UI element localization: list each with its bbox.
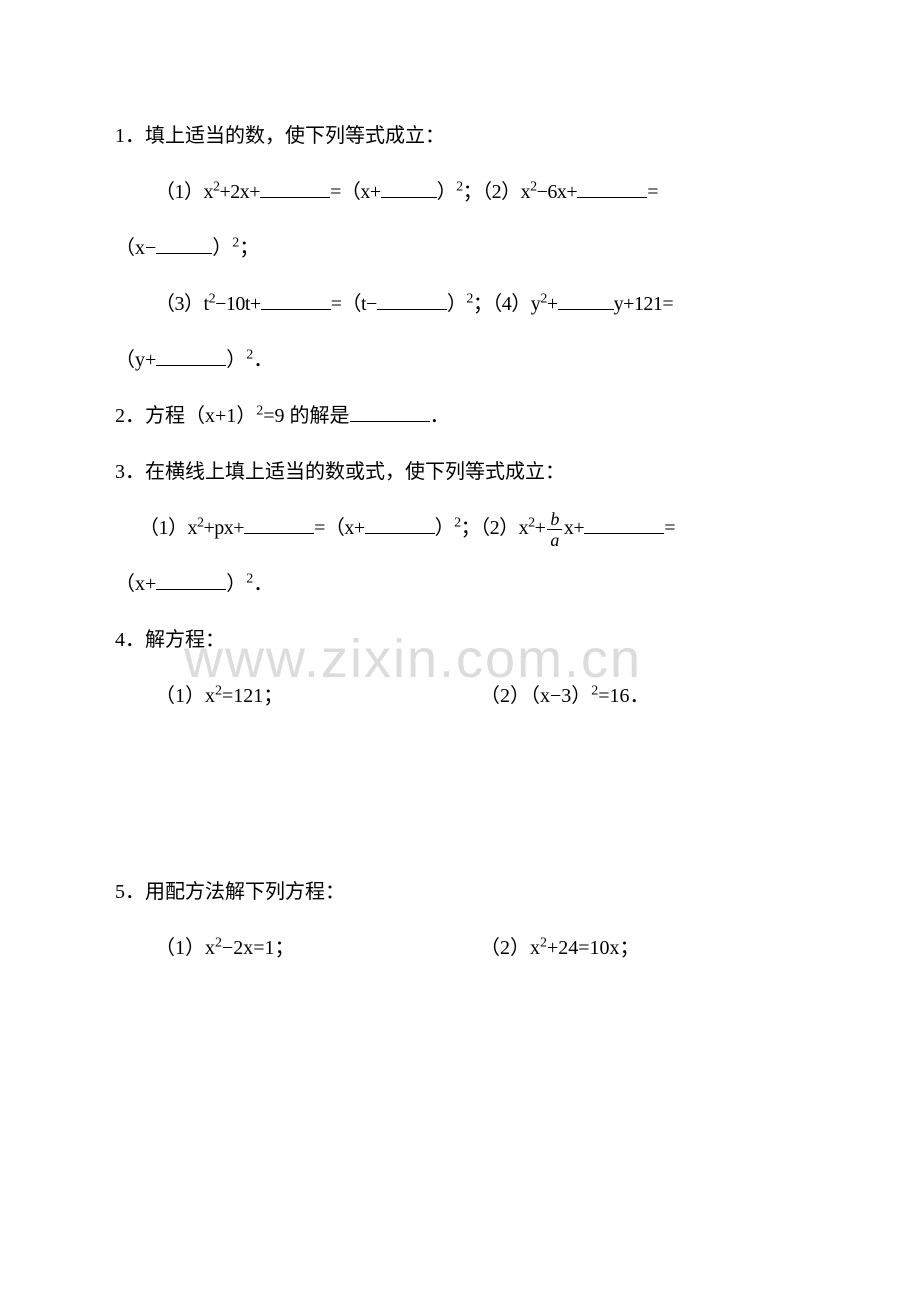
blank (558, 288, 614, 310)
blank (365, 512, 435, 534)
p1-s1-d: ） (437, 181, 457, 203)
p5-sub1: （1）x2−2x=1； (155, 922, 480, 974)
p3-s1-c: =（x+ (314, 517, 365, 539)
p1-l2-a: （x− (115, 237, 156, 259)
p1-l2-c: ； (239, 237, 259, 259)
p5-s2-b: +24=10x； (547, 937, 640, 959)
p2-c: ． (430, 405, 450, 427)
document-content: 1．填上适当的数，使下列等式成立： （1）x2+2x+=（x+）2；（2）x2−… (115, 110, 805, 974)
blank (156, 232, 212, 254)
p1-l4-b: ） (226, 349, 246, 371)
p2-a: 2．方程（x+1） (115, 405, 256, 427)
p3-l2-b: ） (226, 573, 246, 595)
p1-s1-c: =（x+ (330, 181, 381, 203)
p5-s2-a: （2）x (480, 937, 540, 959)
p1-l4-a: （y+ (115, 349, 156, 371)
p1-s1-b: +2x+ (220, 181, 261, 203)
p1-s3-a: （3）t (155, 293, 209, 315)
blank (244, 512, 314, 534)
p3-s1-e: ；（2）x (461, 517, 529, 539)
p1-s3-d: ） (447, 293, 467, 315)
p1-s3-e: ；（4）y (473, 293, 541, 315)
exp: 2 (540, 935, 547, 950)
problem-4-stem: 4．解方程： (115, 614, 805, 666)
blank (261, 288, 331, 310)
exp: 2 (215, 935, 222, 950)
problem-1-line2: （x−）2； (115, 222, 805, 274)
p1-s3-c: =（t− (331, 293, 377, 315)
problem-3-line1: （1）x2+px+=（x+）2；（2）x2+bax+= (115, 502, 805, 554)
problem-5-subs: （1）x2−2x=1； （2）x2+24=10x； (115, 922, 805, 974)
problem-1-line3: （3）t2−10t+=（t−）2；（4）y2+y+121= (115, 278, 805, 330)
p3-s1-f: + (535, 517, 546, 539)
p4-s2-b: =16． (598, 685, 649, 707)
p1-s1-e: ；（2）x (463, 181, 531, 203)
p3-s1-a: （1）x (139, 517, 197, 539)
p4-s1-b: =121； (222, 685, 283, 707)
frac-den: a (547, 530, 562, 549)
p1-s1-g: = (647, 181, 658, 203)
problem-1-stem: 1．填上适当的数，使下列等式成立： (115, 110, 805, 162)
p4-sub2: （2）（x−3）2=16． (480, 670, 805, 722)
fraction-b-over-a: ba (547, 510, 562, 549)
p1-l4-c: ． (253, 349, 273, 371)
p4-sub1: （1）x2=121； (155, 670, 480, 722)
p4-s1-a: （1）x (155, 685, 215, 707)
p5-sub2: （2）x2+24=10x； (480, 922, 805, 974)
p4-s2-a: （2）（x−3） (480, 685, 591, 707)
blank (260, 176, 330, 198)
p1-s3-b: −10t+ (215, 293, 261, 315)
blank (350, 400, 430, 422)
p5-s1-a: （1）x (155, 937, 215, 959)
frac-num: b (547, 510, 562, 530)
problem-3-line2: （x+）2． (115, 558, 805, 610)
p3-l2-c: ． (253, 573, 273, 595)
blank (577, 176, 647, 198)
p3-s1-g: x+ (564, 517, 584, 539)
p3-l2-a: （x+ (115, 573, 156, 595)
problem-4-subs: （1）x2=121； （2）（x−3）2=16． (115, 670, 805, 722)
exp: 2 (215, 683, 222, 698)
problem-3-stem: 3．在横线上填上适当的数或式，使下列等式成立： (115, 446, 805, 498)
p3-s1-h: = (664, 517, 675, 539)
problem-5-stem: 5．用配方法解下列方程： (115, 866, 805, 918)
blank (156, 568, 226, 590)
p1-s3-g: y+121= (614, 293, 674, 315)
problem-1-line1: （1）x2+2x+=（x+）2；（2）x2−6x+= (115, 166, 805, 218)
p1-l2-b: ） (212, 237, 232, 259)
p1-s1-f: −6x+ (537, 181, 578, 203)
p3-s1-b: +px+ (204, 517, 245, 539)
problem-2: 2．方程（x+1）2=9 的解是． (115, 390, 805, 442)
blank (381, 176, 437, 198)
workspace-spacer (115, 726, 805, 866)
blank (156, 344, 226, 366)
p1-s3-f: + (547, 293, 558, 315)
p1-s1-a: （1）x (155, 181, 213, 203)
p5-s1-b: −2x=1； (222, 937, 295, 959)
blank (584, 512, 664, 534)
problem-1-line4: （y+）2． (115, 334, 805, 386)
blank (377, 288, 447, 310)
p2-b: =9 的解是 (263, 405, 349, 427)
p3-s1-d: ） (435, 517, 455, 539)
